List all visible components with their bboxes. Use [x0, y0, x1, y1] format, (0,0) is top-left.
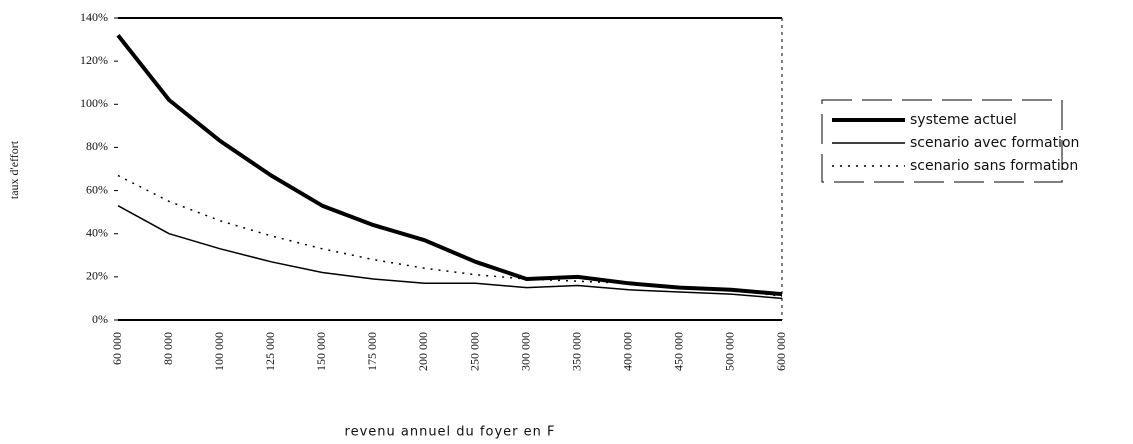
x-tick-label: 100 000 [212, 332, 226, 371]
x-tick-label: 60 000 [110, 332, 124, 365]
x-tick-label: 250 000 [467, 332, 481, 371]
y-tick-label: 80% [86, 139, 108, 153]
y-tick-label: 100% [80, 96, 108, 110]
series-line [117, 205, 783, 300]
legend-label: scenario sans formation [910, 158, 1078, 174]
x-tick-label: 450 000 [672, 332, 686, 371]
series-line [117, 174, 783, 298]
y-tick-label: 140% [80, 10, 108, 24]
x-tick-label: 175 000 [365, 332, 379, 371]
y-tick-label: 40% [86, 225, 108, 239]
y-tick-label: 120% [80, 53, 108, 67]
x-axis-label: revenu annuel du foyer en F [345, 425, 556, 440]
x-tick-label: 400 000 [621, 332, 635, 371]
x-tick-label: 350 000 [569, 332, 583, 371]
legend-box [821, 99, 1063, 183]
x-tick-label: 125 000 [263, 332, 277, 371]
x-tick-label: 300 000 [518, 332, 532, 371]
y-axis-label: taux d'effort [7, 140, 21, 199]
x-tick-label: 150 000 [314, 332, 328, 371]
legend-label: scenario avec formation [910, 135, 1079, 151]
y-tick-label: 60% [86, 182, 108, 196]
x-tick-label: 500 000 [723, 332, 737, 371]
series-line [116, 34, 783, 297]
legend-label: systeme actuel [910, 112, 1017, 128]
x-tick-label: 80 000 [161, 332, 175, 365]
x-tick-label: 200 000 [416, 332, 430, 371]
x-tick-label: 600 000 [774, 332, 788, 371]
y-tick-label: 20% [86, 269, 108, 283]
y-tick-label: 0% [92, 312, 108, 326]
